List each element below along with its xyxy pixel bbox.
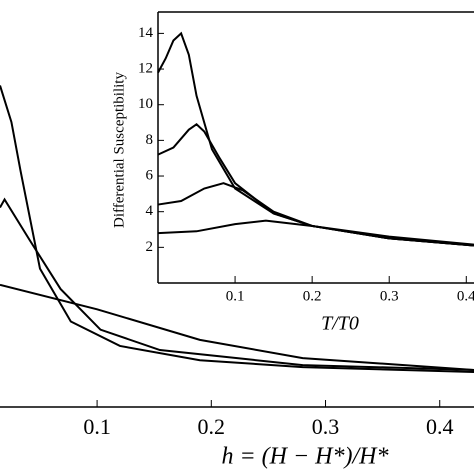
x-tick-label: 0.4 bbox=[457, 288, 474, 304]
x-tick-label: 0.4 bbox=[426, 414, 454, 439]
y-axis-label: Differential Susceptibility bbox=[111, 72, 127, 228]
y-tick-label: 10 bbox=[138, 96, 153, 112]
curve bbox=[157, 182, 474, 247]
y-tick-label: 2 bbox=[146, 239, 154, 255]
x-tick-label: 0.3 bbox=[312, 414, 340, 439]
x-tick-label: 0.2 bbox=[303, 288, 322, 304]
x-axis-label: h = (H − H*)/H* bbox=[221, 444, 388, 470]
curve bbox=[0, 283, 474, 371]
y-tick-label: 14 bbox=[138, 25, 154, 41]
y-tick-label: 4 bbox=[146, 203, 154, 219]
y-tick-label: 12 bbox=[138, 60, 153, 76]
x-tick-label: 0.2 bbox=[198, 414, 226, 439]
y-tick-label: 8 bbox=[146, 132, 154, 148]
curve bbox=[157, 219, 474, 246]
curve bbox=[0, 197, 474, 371]
x-tick-label: 0.1 bbox=[226, 288, 245, 304]
x-tick-label: 0.1 bbox=[83, 414, 111, 439]
x-axis-label: T/T0 bbox=[321, 313, 359, 335]
curve bbox=[0, 85, 474, 373]
y-tick-label: 6 bbox=[146, 167, 154, 183]
x-tick-label: 0.3 bbox=[380, 288, 399, 304]
